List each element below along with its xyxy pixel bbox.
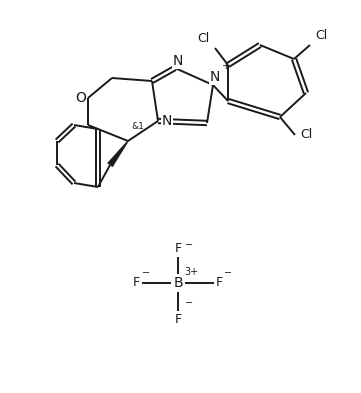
- Text: N: N: [210, 70, 220, 84]
- Text: N: N: [173, 54, 183, 68]
- Text: N: N: [162, 114, 172, 128]
- Text: F: F: [216, 277, 223, 290]
- Text: B: B: [173, 276, 183, 290]
- Text: −: −: [185, 240, 193, 250]
- Text: Cl: Cl: [300, 129, 312, 141]
- Text: +: +: [222, 61, 231, 71]
- Text: −: −: [142, 268, 150, 278]
- Text: F: F: [133, 277, 140, 290]
- Text: Cl: Cl: [198, 32, 210, 45]
- Text: F: F: [174, 242, 182, 255]
- Text: 3+: 3+: [184, 267, 198, 277]
- Text: Cl: Cl: [315, 29, 327, 42]
- Text: &1: &1: [131, 122, 144, 131]
- Text: F: F: [174, 313, 182, 326]
- Text: −: −: [185, 298, 193, 308]
- Text: −: −: [224, 268, 232, 278]
- Text: O: O: [75, 91, 86, 105]
- Polygon shape: [108, 141, 129, 167]
